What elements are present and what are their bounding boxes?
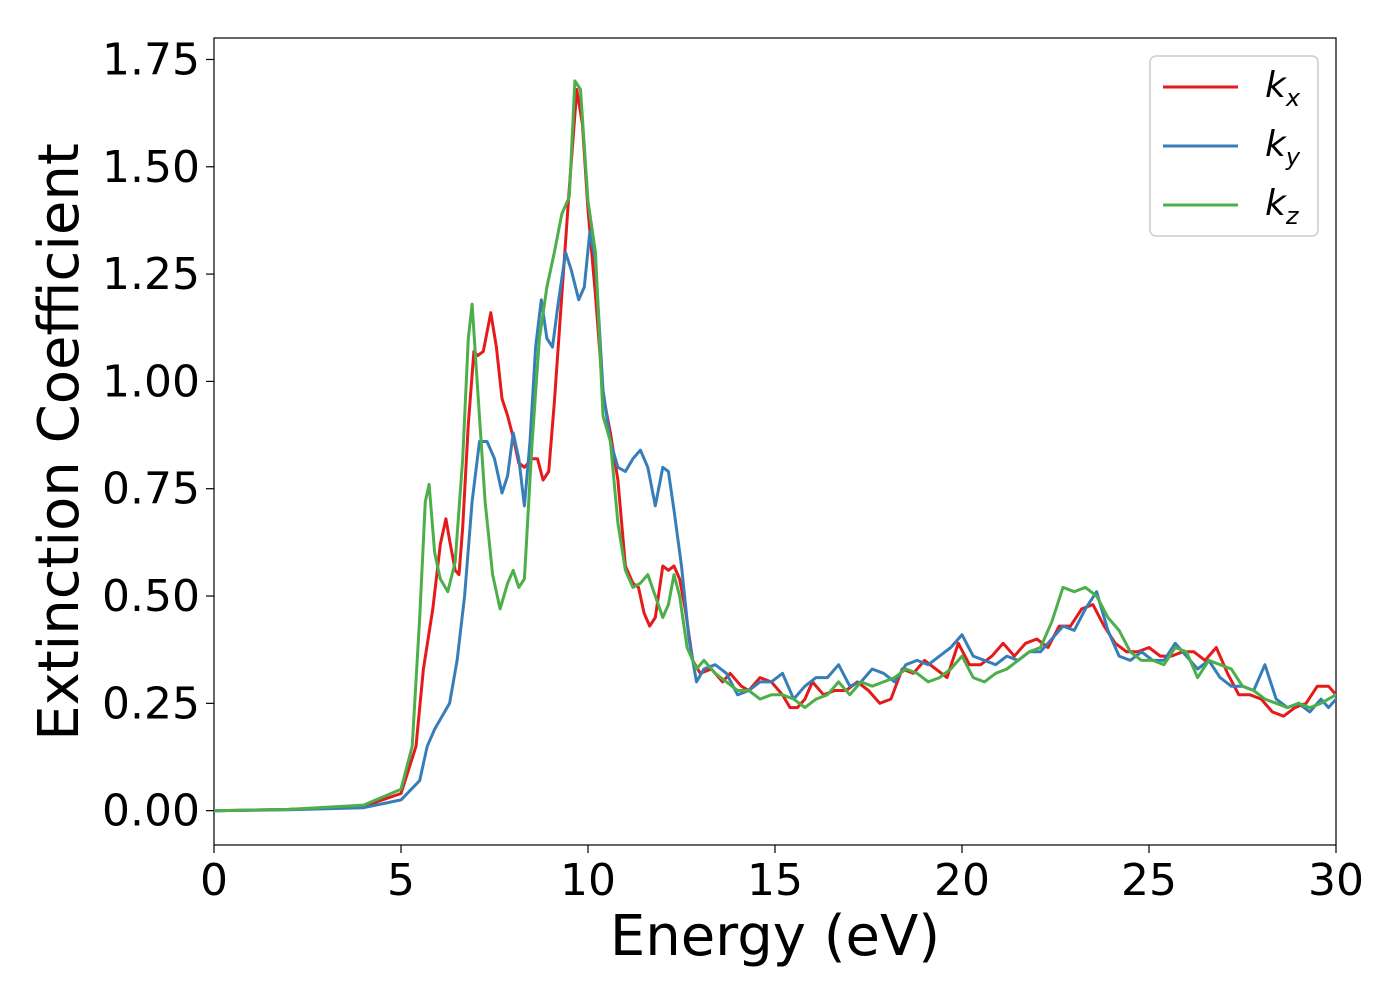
y-axis-ticks: 0.00 0.25 0.50 0.75 1.00 1.25 1.50 1.75: [102, 34, 214, 837]
series-line-z: [214, 79, 1336, 813]
x-tick-label: 25: [1121, 855, 1177, 906]
y-tick-label: 1.50: [102, 142, 200, 193]
legend: kx ky kz: [1149, 55, 1319, 237]
x-tick-label: 10: [560, 855, 616, 906]
y-tick-label: 0.00: [102, 786, 200, 837]
legend-label-y: ky: [1265, 124, 1301, 171]
y-tick-label: 1.75: [102, 34, 200, 85]
y-tick-label: 0.75: [102, 464, 200, 515]
y-tick-label: 1.00: [102, 356, 200, 407]
x-axis-title: Energy (eV): [610, 904, 940, 969]
x-tick-label: 15: [747, 855, 803, 906]
x-tick-label: 5: [387, 855, 415, 906]
legend-label-z: kz: [1265, 183, 1300, 230]
legend-label-x: kx: [1265, 65, 1301, 112]
x-tick-label: 0: [200, 855, 228, 906]
x-tick-label: 30: [1308, 855, 1364, 906]
series-line-y: [214, 229, 1336, 813]
y-tick-label: 0.50: [102, 571, 200, 622]
y-tick-label: 1.25: [102, 249, 200, 300]
y-axis-title: Extinction Coefficient: [27, 143, 92, 741]
series-line-x: [214, 88, 1336, 813]
series-layer: [214, 79, 1336, 813]
y-tick-label: 0.25: [102, 678, 200, 729]
x-tick-label: 20: [934, 855, 990, 906]
x-axis-ticks: 0 5 10 15 20 25 30: [200, 845, 1364, 906]
